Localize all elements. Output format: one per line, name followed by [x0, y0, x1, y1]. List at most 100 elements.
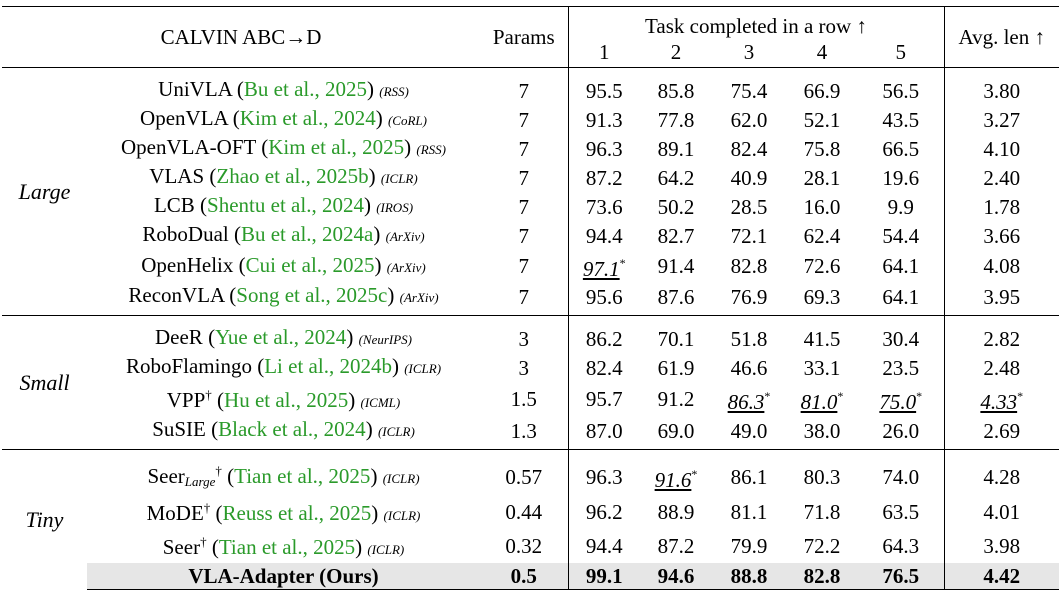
- header-row-2: 1 2 3 4 5: [2, 39, 1059, 68]
- value-cell-best: 91.6*: [640, 449, 712, 495]
- results-table: CALVIN ABC→D Params Task completed in a …: [2, 6, 1059, 590]
- params-cell: 7: [518, 284, 530, 309]
- value-cell: 91.2: [657, 387, 695, 411]
- value-cell: 94.6: [640, 563, 712, 590]
- avg-cell-best: 4.33*: [943, 382, 1059, 416]
- value-cell-best: 86.3*: [727, 389, 771, 414]
- params-cell: 0.57: [480, 449, 568, 495]
- value-cell: 96.3: [567, 134, 640, 163]
- value-cell: 69.0: [657, 418, 695, 443]
- value-cell: 72.2: [803, 534, 841, 558]
- tasks-header: Task completed in a row ↑: [567, 6, 944, 39]
- avg-len-header: Avg. len ↑: [943, 6, 1059, 68]
- value-cell: 64.3: [882, 534, 920, 558]
- table-row: Small DeeR (Yue et al., 2024) (NeurIPS) …: [2, 315, 1059, 450]
- value-cell: 81.1: [730, 500, 768, 524]
- avg-cell: 3.98: [943, 529, 1059, 563]
- table-row: ReconVLA (Song et al., 2025c) (ArXiv) 7 …: [2, 282, 1059, 316]
- value-cell: 82.8: [730, 254, 768, 278]
- avg-cell: 4.01: [943, 495, 1059, 529]
- value-cell: 70.1: [640, 315, 712, 353]
- avg-cell: 4.10: [943, 134, 1059, 163]
- table-row: VLAS (Zhao et al., 2025b) (ICLR) 7 87.2 …: [2, 163, 1059, 192]
- method-cell: OpenVLA-OFT (Kim et al., 2025) (RSS): [121, 135, 446, 159]
- method-cell: OpenVLA (Kim et al., 2024) (CoRL): [140, 106, 427, 130]
- method-cell: Seer† (Tian et al., 2025) (ICLR): [162, 534, 405, 559]
- value-cell: 62.4: [803, 223, 841, 248]
- value-cell: 66.5: [882, 136, 920, 161]
- avg-cell: 3.80: [943, 67, 1059, 105]
- avg-cell: 3.95: [943, 282, 1059, 316]
- value-cell: 26.0: [882, 418, 920, 443]
- table-row: Seer† (Tian et al., 2025) (ICLR) 0.32 94…: [2, 529, 1059, 563]
- method-cell: OpenHelix (Cui et al., 2025) (ArXiv): [141, 252, 426, 277]
- group-label-small: Small: [2, 315, 87, 450]
- params-cell: 1.3: [510, 418, 537, 443]
- value-cell: 54.4: [882, 223, 920, 248]
- value-cell: 28.1: [803, 165, 841, 190]
- value-cell: 63.5: [882, 500, 920, 524]
- params-cell: 7: [518, 223, 530, 248]
- value-cell-best: 75.0*: [879, 389, 923, 414]
- table-row-ours: VLA-Adapter (Ours) 0.5 99.1 94.6 88.8 82…: [2, 563, 1059, 590]
- group-label-large: Large: [2, 67, 87, 316]
- value-cell: 19.6: [882, 165, 920, 190]
- value-cell: 91.4: [657, 254, 695, 278]
- avg-cell: 2.69: [943, 416, 1059, 450]
- group-label-tiny: Tiny: [2, 449, 87, 590]
- value-cell: 82.8: [786, 563, 858, 590]
- table-row: SuSIE (Black et al., 2024) (ICLR) 1.3 87…: [2, 416, 1059, 450]
- value-cell: 64.2: [657, 165, 695, 190]
- value-cell: 86.1: [712, 449, 786, 495]
- method-cell: LCB (Shentu et al., 2024) (IROS): [153, 193, 414, 217]
- value-cell: 23.5: [882, 355, 920, 380]
- params-cell: 3: [518, 355, 530, 380]
- task-col-4: 4: [816, 40, 828, 64]
- avg-cell: 2.40: [943, 163, 1059, 192]
- value-cell: 82.4: [730, 136, 768, 161]
- method-cell: VLAS (Zhao et al., 2025b) (ICLR): [149, 164, 418, 188]
- params-cell: 7: [518, 136, 530, 161]
- avg-cell: 3.66: [943, 221, 1059, 250]
- value-cell-best: 81.0*: [800, 389, 844, 414]
- value-cell: 40.9: [730, 165, 768, 190]
- value-cell: 74.0: [858, 449, 944, 495]
- value-cell: 99.1: [567, 563, 640, 590]
- method-cell: MoDE† (Reuss et al., 2025) (ICLR): [146, 500, 421, 525]
- method-cell: SuSIE (Black et al., 2024) (ICLR): [152, 417, 415, 441]
- value-cell: 85.8: [640, 67, 712, 105]
- method-cell: RoboFlamingo (Li et al., 2024b) (ICLR): [125, 354, 442, 378]
- table-row: RoboFlamingo (Li et al., 2024b) (ICLR) 3…: [2, 353, 1059, 382]
- value-cell: 88.9: [657, 500, 695, 524]
- value-cell: 71.8: [803, 500, 841, 524]
- params-cell: 1.5: [510, 387, 537, 411]
- avg-cell: 1.78: [943, 192, 1059, 221]
- benchmark-header: CALVIN ABC→D: [2, 6, 480, 68]
- task-col-5: 5: [895, 40, 907, 64]
- table-row: VPP† (Hu et al., 2025) (ICML) 1.5 95.7 9…: [2, 382, 1059, 416]
- task-col-3: 3: [743, 40, 755, 64]
- table-row: OpenVLA (Kim et al., 2024) (CoRL) 7 91.3…: [2, 105, 1059, 134]
- value-cell: 49.0: [730, 418, 768, 443]
- value-cell: 52.1: [803, 107, 841, 132]
- params-cell: 0.32: [505, 534, 543, 558]
- value-cell: 56.5: [858, 67, 944, 105]
- value-cell: 91.3: [567, 105, 640, 134]
- value-cell: 62.0: [730, 107, 768, 132]
- value-cell: 87.0: [567, 416, 640, 450]
- value-cell: 64.1: [882, 254, 920, 278]
- params-cell: 7: [518, 194, 530, 219]
- value-cell: 75.8: [803, 136, 841, 161]
- value-cell: 94.4: [567, 529, 640, 563]
- header-row-1: CALVIN ABC→D Params Task completed in a …: [2, 6, 1059, 68]
- avg-cell: 3.27: [943, 105, 1059, 134]
- value-cell: 28.5: [730, 194, 768, 219]
- method-cell: RoboDual (Bu et al., 2024a) (ArXiv): [142, 222, 425, 246]
- value-cell: 96.3: [567, 449, 640, 495]
- value-cell: 87.6: [657, 284, 695, 309]
- avg-cell: 2.82: [943, 315, 1059, 353]
- avg-cell: 4.08: [943, 250, 1059, 282]
- value-cell: 30.4: [858, 315, 944, 353]
- table-row: OpenHelix (Cui et al., 2025) (ArXiv) 7 9…: [2, 250, 1059, 282]
- task-col-1: 1: [567, 39, 640, 68]
